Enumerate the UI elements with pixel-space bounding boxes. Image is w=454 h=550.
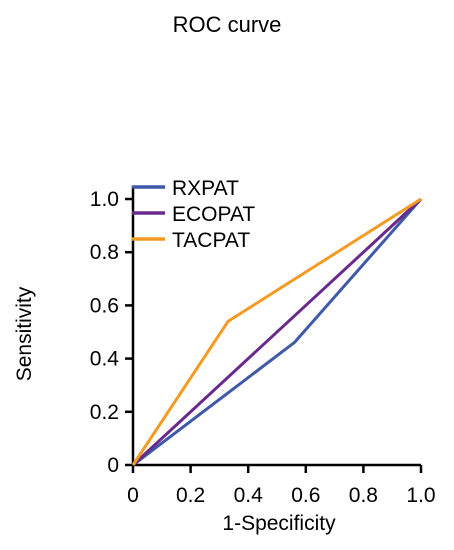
chart-title: ROC curve — [172, 12, 282, 37]
y-tick-label: 0.8 — [90, 241, 119, 264]
series-line-tacpat — [131, 197, 422, 466]
axes: 0 0.2 0.4 0.6 0.8 1.0 0 0.2 0.4 0.6 0.8 1.0 1-Specif… — [13, 185, 436, 535]
y-tick-label: 1.0 — [90, 188, 119, 211]
series-lines — [131, 197, 423, 467]
x-tick-label: 0.2 — [176, 484, 205, 507]
y-tick-label: 0.4 — [90, 348, 120, 371]
legend-label-ecopat: ECOPAT — [172, 203, 255, 226]
y-tick-label: 0.2 — [90, 401, 119, 424]
y-tick-label: 0.6 — [90, 294, 119, 317]
legend-label-rxpat: RXPAT — [172, 177, 239, 200]
x-tick-label: 0.6 — [291, 484, 320, 507]
legend-label-tacpat: TACPAT — [172, 229, 250, 252]
series-line-ecopat — [131, 197, 423, 467]
x-axis-title: 1-Specificity — [222, 512, 336, 535]
x-tick-label: 1.0 — [406, 484, 435, 507]
x-tick-label: 0.4 — [234, 484, 264, 507]
legend: RXPAT ECOPAT TACPAT — [132, 177, 255, 252]
series-line-rxpat — [132, 198, 423, 467]
x-tick-label: 0.8 — [349, 484, 378, 507]
x-tick-label: 0 — [127, 484, 139, 507]
y-tick-label: 0 — [107, 454, 119, 477]
y-axis-title: Sensitivity — [13, 286, 36, 381]
